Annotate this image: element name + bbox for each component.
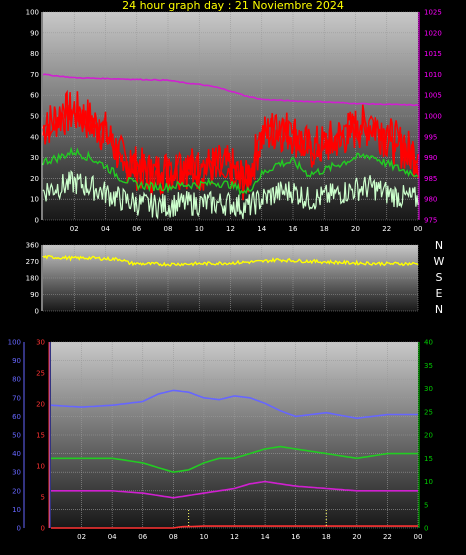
temp-c-series bbox=[51, 445, 418, 474]
rain-axis-tick-label: 10 bbox=[36, 463, 45, 471]
left-axis-tick-label: 30 bbox=[12, 469, 21, 477]
wind-speed-series bbox=[42, 146, 419, 196]
x-axis-tick-label: 20 bbox=[351, 225, 360, 233]
left-axis-tick-label: 80 bbox=[12, 376, 21, 384]
rain-axis-tick-label: 0 bbox=[41, 525, 45, 533]
right-axis-tick-label: 15 bbox=[424, 455, 433, 463]
x-axis-tick-label: 02 bbox=[70, 225, 79, 233]
rain-axis-tick-label: 20 bbox=[36, 401, 45, 409]
left-axis-tick-label: 100 bbox=[26, 9, 39, 17]
compass-label-w: W bbox=[433, 255, 445, 268]
rain-axis-tick-label: 5 bbox=[41, 494, 45, 502]
left-axis-tick-label: 30 bbox=[30, 154, 39, 162]
right-axis-tick-label: 995 bbox=[424, 133, 437, 141]
left-axis-tick-label: 10 bbox=[12, 506, 21, 514]
dewpoint-c-series bbox=[51, 480, 418, 499]
left-axis-tick-label: 50 bbox=[30, 113, 39, 121]
right-axis-tick-label: 40 bbox=[424, 339, 433, 347]
right-axis-tick-label: 20 bbox=[424, 432, 433, 440]
right-axis-tick-label: 975 bbox=[424, 217, 437, 225]
left-axis-tick-label: 50 bbox=[12, 432, 21, 440]
rain-axis-tick-label: 25 bbox=[36, 370, 45, 378]
x-axis-tick-label: 22 bbox=[383, 533, 392, 541]
rain-axis-tick-label: 15 bbox=[36, 432, 45, 440]
rain-mm-series bbox=[51, 525, 418, 529]
left-axis-tick-label: 70 bbox=[30, 71, 39, 79]
left-axis-tick-label: 40 bbox=[12, 450, 21, 458]
left-axis-tick-label: 100 bbox=[8, 339, 21, 347]
x-axis-tick-label: 08 bbox=[164, 225, 173, 233]
x-axis-tick-label: 12 bbox=[226, 225, 235, 233]
right-axis-tick-label: 30 bbox=[424, 385, 433, 393]
left-axis-tick-label: 0 bbox=[35, 217, 39, 225]
x-axis-tick-label: 00 bbox=[414, 225, 423, 233]
x-axis-tick-label: 06 bbox=[138, 533, 147, 541]
x-axis-tick-label: 18 bbox=[320, 225, 329, 233]
left-axis-tick-label: 20 bbox=[12, 487, 21, 495]
right-axis-tick-label: 1005 bbox=[424, 92, 442, 100]
right-axis-tick-label: 0 bbox=[424, 525, 428, 533]
x-axis-tick-label: 14 bbox=[261, 533, 270, 541]
right-axis-tick-label: 1015 bbox=[424, 50, 442, 58]
left-axis-tick-label: 80 bbox=[30, 50, 39, 58]
right-axis-tick-label: 1020 bbox=[424, 29, 442, 37]
x-axis-tick-label: 04 bbox=[101, 225, 110, 233]
right-axis-tick-label: 5 bbox=[424, 501, 428, 509]
x-axis-tick-label: 16 bbox=[291, 533, 300, 541]
right-axis-tick-label: 1010 bbox=[424, 71, 442, 79]
left-axis-tick-label: 10 bbox=[30, 196, 39, 204]
right-axis-tick-label: 35 bbox=[424, 362, 433, 370]
compass-label-n-bottom: N bbox=[434, 303, 444, 316]
left-axis-tick-label: 180 bbox=[26, 275, 39, 283]
compass-label-e: E bbox=[435, 287, 443, 300]
x-axis-tick-label: 18 bbox=[322, 533, 331, 541]
left-axis-tick-label: 90 bbox=[30, 291, 39, 299]
right-axis-tick-label: 985 bbox=[424, 175, 437, 183]
compass-label-n-top: N bbox=[434, 239, 444, 252]
left-axis-tick-label: 0 bbox=[17, 525, 21, 533]
right-axis-tick-label: 980 bbox=[424, 196, 437, 204]
wind-direction-series bbox=[42, 254, 419, 267]
left-axis-tick-label: 60 bbox=[12, 413, 21, 421]
x-axis-tick-label: 00 bbox=[414, 533, 423, 541]
right-axis-tick-label: 10 bbox=[424, 478, 433, 486]
left-axis-tick-label: 40 bbox=[30, 133, 39, 141]
left-axis-tick-label: 90 bbox=[12, 357, 21, 365]
left-axis-tick-label: 360 bbox=[26, 242, 39, 250]
left-axis-tick-label: 70 bbox=[12, 394, 21, 402]
pressure-series bbox=[42, 73, 419, 107]
left-axis-tick-label: 270 bbox=[26, 258, 39, 266]
x-axis-tick-label: 20 bbox=[352, 533, 361, 541]
wind-lull-series bbox=[42, 169, 419, 220]
x-axis-tick-label: 14 bbox=[257, 225, 266, 233]
compass-label-s: S bbox=[435, 271, 443, 284]
wind-gust-series-fill bbox=[42, 101, 419, 190]
x-axis-tick-label: 08 bbox=[169, 533, 178, 541]
left-axis-tick-label: 0 bbox=[35, 308, 39, 316]
x-axis-tick-label: 02 bbox=[77, 533, 86, 541]
x-axis-tick-label: 10 bbox=[199, 533, 208, 541]
humidity-pct-series bbox=[50, 389, 418, 420]
right-axis-tick-label: 990 bbox=[424, 154, 437, 162]
rain-axis-tick-label: 30 bbox=[36, 339, 45, 347]
x-axis-tick-label: 22 bbox=[382, 225, 391, 233]
x-axis-tick-label: 16 bbox=[289, 225, 298, 233]
left-axis-tick-label: 60 bbox=[30, 92, 39, 100]
x-axis-tick-label: 12 bbox=[230, 533, 239, 541]
right-axis-tick-label: 25 bbox=[424, 408, 433, 416]
left-axis-tick-label: 20 bbox=[30, 175, 39, 183]
left-axis-tick-label: 90 bbox=[30, 29, 39, 37]
x-axis-tick-label: 04 bbox=[108, 533, 117, 541]
page-title: 24 hour graph day : 21 Noviembre 2024 bbox=[122, 0, 344, 12]
right-axis-tick-label: 1025 bbox=[424, 9, 442, 17]
x-axis-tick-label: 06 bbox=[132, 225, 141, 233]
right-axis-tick-label: 1000 bbox=[424, 113, 442, 121]
x-axis-tick-label: 10 bbox=[195, 225, 204, 233]
